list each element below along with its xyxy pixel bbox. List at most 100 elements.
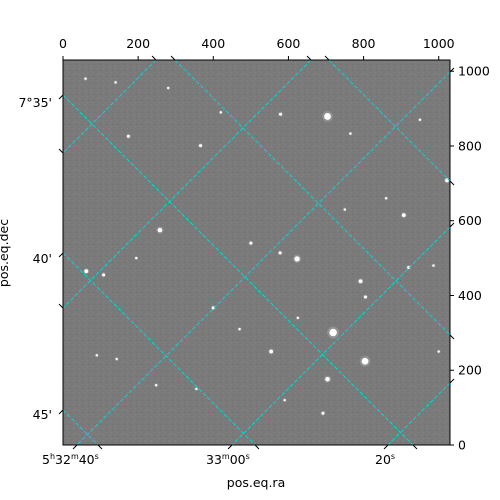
- wcs-tick: [170, 55, 176, 61]
- wcs-tick: [449, 378, 455, 384]
- ra-tick-label-3-s-unit: s: [391, 452, 395, 461]
- stars-layer: [83, 76, 450, 416]
- ra-tick-label-1-m-unit: m: [71, 452, 79, 461]
- wcs-tick: [449, 334, 455, 340]
- plot-area: [62, 59, 451, 446]
- top-tick-label: 800: [352, 36, 376, 51]
- top-tick-label: 400: [201, 36, 225, 51]
- grid-line: [63, 409, 99, 445]
- grid-line: [174, 60, 450, 336]
- ra-tick-label-1-h-unit: h: [50, 452, 55, 461]
- wcs-tick: [97, 444, 103, 450]
- star: [135, 256, 138, 260]
- dec-tick-labels: 7°35' 40' 45': [18, 95, 52, 422]
- wcs-tick: [449, 222, 455, 228]
- plot-frame: [62, 59, 451, 446]
- grid-line: [63, 60, 312, 309]
- sky-noise: [63, 60, 450, 445]
- star: [157, 227, 163, 233]
- ra-tick-label-1-h: 5: [42, 452, 50, 467]
- star: [211, 306, 215, 310]
- top-tick-label: 600: [277, 36, 301, 51]
- wcs-edge-ticks: [58, 55, 455, 450]
- grid-line: [76, 71, 450, 445]
- right-pixel-axis: 0 200 400 600 800 1000: [450, 64, 490, 453]
- right-tick-label: 600: [458, 213, 482, 228]
- star: [432, 264, 435, 267]
- star: [84, 77, 87, 80]
- star: [167, 86, 170, 90]
- wcs-tick: [58, 94, 64, 100]
- star: [84, 269, 89, 274]
- top-tick-label: 0: [59, 36, 67, 51]
- grid-line: [387, 382, 450, 445]
- y-axis-title: pos.eq.dec: [0, 219, 11, 287]
- grid-line: [231, 226, 450, 445]
- star: [296, 316, 300, 320]
- top-tick-label: 200: [126, 36, 150, 51]
- ra-tick-label-3: 20s: [375, 452, 395, 467]
- star: [349, 132, 352, 135]
- grid-line: [63, 60, 157, 154]
- coordinate-grid: [63, 60, 450, 445]
- right-tick-label: 800: [458, 138, 482, 153]
- ra-tick-label-1: 5h32m40s: [42, 452, 99, 467]
- wcs-tick: [58, 409, 64, 415]
- ra-tick-label-1-s-unit: s: [95, 452, 99, 461]
- wcs-tick: [58, 303, 64, 309]
- star: [294, 256, 300, 262]
- star: [363, 295, 367, 299]
- grid-line: [63, 252, 256, 445]
- wcs-tick: [449, 180, 455, 186]
- ra-tick-label-2: 33m00s: [206, 452, 250, 467]
- ra-tick-label-1-m: 32: [55, 452, 71, 467]
- star: [269, 349, 274, 354]
- star: [283, 398, 286, 402]
- star: [238, 327, 241, 331]
- star: [279, 112, 283, 116]
- star: [358, 279, 363, 284]
- ra-tick-label-2-m: 33: [206, 452, 222, 467]
- ra-tick-labels: 5h32m40s 33m00s 20s: [42, 452, 395, 467]
- ra-tick-label-2-m-unit: m: [222, 452, 230, 461]
- x-axis-title: pos.eq.ra: [227, 475, 285, 490]
- star: [329, 328, 337, 337]
- dec-tick-label-1: 7°35': [18, 95, 52, 110]
- star: [219, 111, 223, 114]
- ra-tick-label-3-s: 20: [375, 452, 391, 467]
- ra-tick-label-2-s-unit: s: [246, 452, 250, 461]
- star: [195, 387, 198, 391]
- star: [126, 134, 130, 138]
- star: [95, 354, 99, 357]
- wcs-tick: [72, 444, 78, 450]
- star: [361, 357, 369, 365]
- wcs-tick: [383, 444, 389, 450]
- star: [324, 113, 331, 120]
- wcs-tick: [324, 55, 330, 61]
- wcs-tick: [151, 55, 157, 61]
- star: [321, 411, 325, 415]
- right-tick-label: 0: [458, 438, 466, 453]
- star: [154, 383, 158, 387]
- ra-tick-label-2-s: 00: [230, 452, 246, 467]
- wcs-tick: [306, 55, 312, 61]
- wcs-tick: [254, 444, 260, 450]
- star: [199, 144, 203, 148]
- top-tick-label: 1000: [423, 36, 455, 51]
- wcs-tick: [412, 444, 418, 450]
- right-tick-label: 1000: [458, 64, 490, 79]
- star: [102, 273, 106, 277]
- dec-tick-label-2: 40': [33, 251, 52, 266]
- star: [325, 376, 330, 382]
- grid-line: [328, 60, 450, 182]
- ra-tick-label-1-s: 40: [79, 452, 95, 467]
- star: [114, 81, 117, 84]
- right-tick-label: 400: [458, 288, 482, 303]
- grid-line: [63, 94, 414, 445]
- star: [249, 241, 253, 245]
- wcs-tick: [227, 444, 233, 450]
- top-pixel-axis: 0 200 400 600 800 1000: [59, 36, 455, 60]
- star: [437, 350, 440, 353]
- star: [418, 118, 422, 122]
